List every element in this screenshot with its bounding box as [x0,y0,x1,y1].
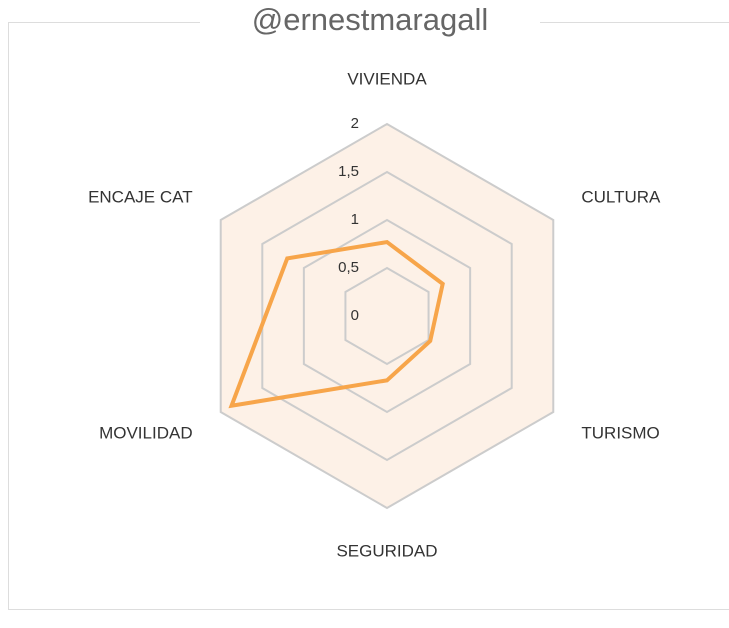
category-label: ENCAJE CAT [88,187,193,206]
category-label: SEGURIDAD [336,541,437,560]
category-label: TURISMO [581,423,659,442]
grid-line [219,122,555,510]
category-label: VIVIENDA [347,69,427,88]
series-line [228,239,445,409]
grid-line [302,218,472,414]
y-tick-label: 1 [351,211,359,228]
grid-line [344,266,430,366]
category-label: CULTURA [581,187,661,206]
y-tick-label: 2 [351,115,359,132]
title-bg [200,2,540,42]
chart-title: @ernestmaragall [252,2,489,37]
y-tick-label: 0 [351,307,359,324]
y-tick-label: 0,5 [338,259,359,276]
radar-background [220,124,554,508]
grid-line [261,170,513,462]
y-tick-label: 1,5 [338,163,359,180]
category-label: MOVILIDAD [99,423,193,442]
